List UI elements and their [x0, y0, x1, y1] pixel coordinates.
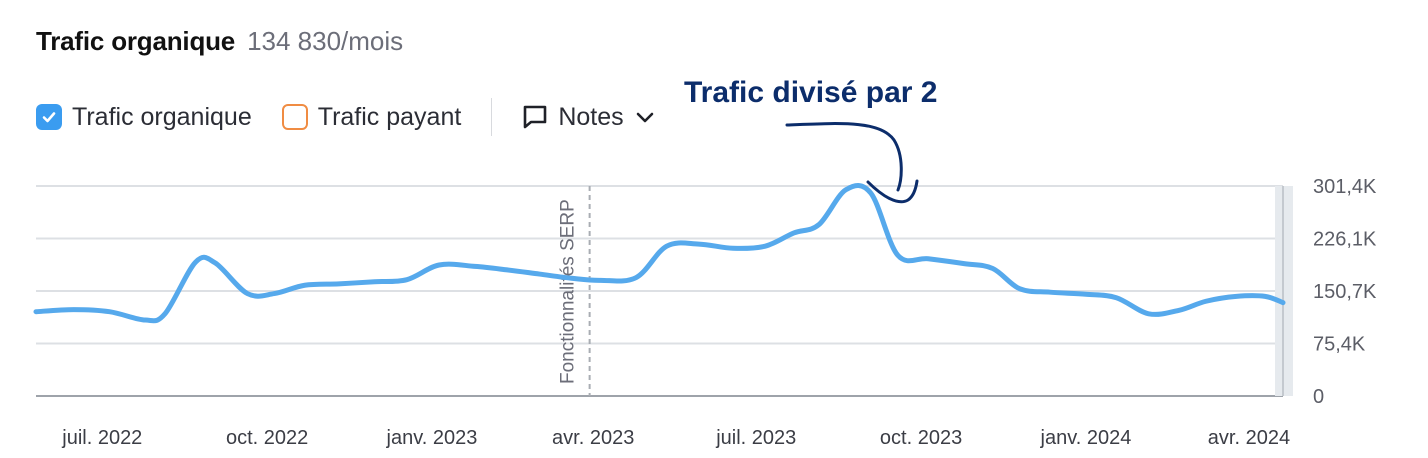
serp-marker[interactable]: Fonctionnalités SERP	[558, 186, 591, 396]
legend-paid-label: Trafic payant	[317, 102, 462, 131]
comment-icon	[522, 104, 548, 130]
x-tick-label: juil. 2023	[715, 427, 796, 449]
y-axis-ticks: 301,4K 226,1K 150,7K 75,4K 0	[1313, 176, 1377, 408]
legend-organic-toggle[interactable]: Trafic organique	[36, 103, 252, 132]
legend-bar: Trafic organique Trafic payant Notes	[36, 98, 684, 136]
y-tick-label: 150,7K	[1313, 281, 1377, 303]
y-tick-label: 75,4K	[1313, 333, 1366, 355]
legend-organic-label: Trafic organique	[72, 102, 252, 131]
x-axis-ticks: juil. 2022 oct. 2022 janv. 2023 avr. 2023 ju…	[61, 427, 1290, 449]
y-tick-label: 0	[1313, 386, 1324, 408]
x-tick-label: avr. 2024	[1208, 427, 1290, 449]
x-tick-label: oct. 2022	[226, 427, 308, 449]
notes-label: Notes	[558, 102, 624, 131]
y-tick-label: 226,1K	[1313, 228, 1377, 250]
series-line-organic	[33, 182, 1286, 324]
checkbox-checked-icon[interactable]	[36, 104, 62, 130]
notes-dropdown[interactable]: Notes	[522, 103, 653, 132]
chevron-down-icon	[636, 111, 654, 123]
x-tick-label: avr. 2023	[552, 427, 634, 449]
monthly-traffic-value: 134 830/mois	[247, 26, 404, 56]
x-tick-label: janv. 2023	[386, 427, 478, 449]
chart-title: Trafic organique	[36, 26, 236, 56]
annotation-arrow	[785, 122, 919, 204]
series-group	[33, 182, 1286, 324]
y-tick-label: 301,4K	[1313, 176, 1377, 198]
marker-label: Fonctionnalités SERP	[558, 199, 579, 384]
chart-header: Trafic organique 134 830/mois	[36, 26, 403, 57]
annotation-text: Trafic divisé par 2	[684, 76, 938, 109]
x-tick-label: oct. 2023	[880, 427, 962, 449]
legend-paid-toggle[interactable]: Trafic payant	[281, 102, 462, 132]
x-tick-label: juil. 2022	[61, 427, 142, 449]
x-tick-label: janv. 2024	[1040, 427, 1132, 449]
grid-lines	[36, 185, 1283, 397]
legend-divider	[491, 98, 493, 136]
checkbox-unchecked-icon[interactable]	[281, 104, 308, 130]
